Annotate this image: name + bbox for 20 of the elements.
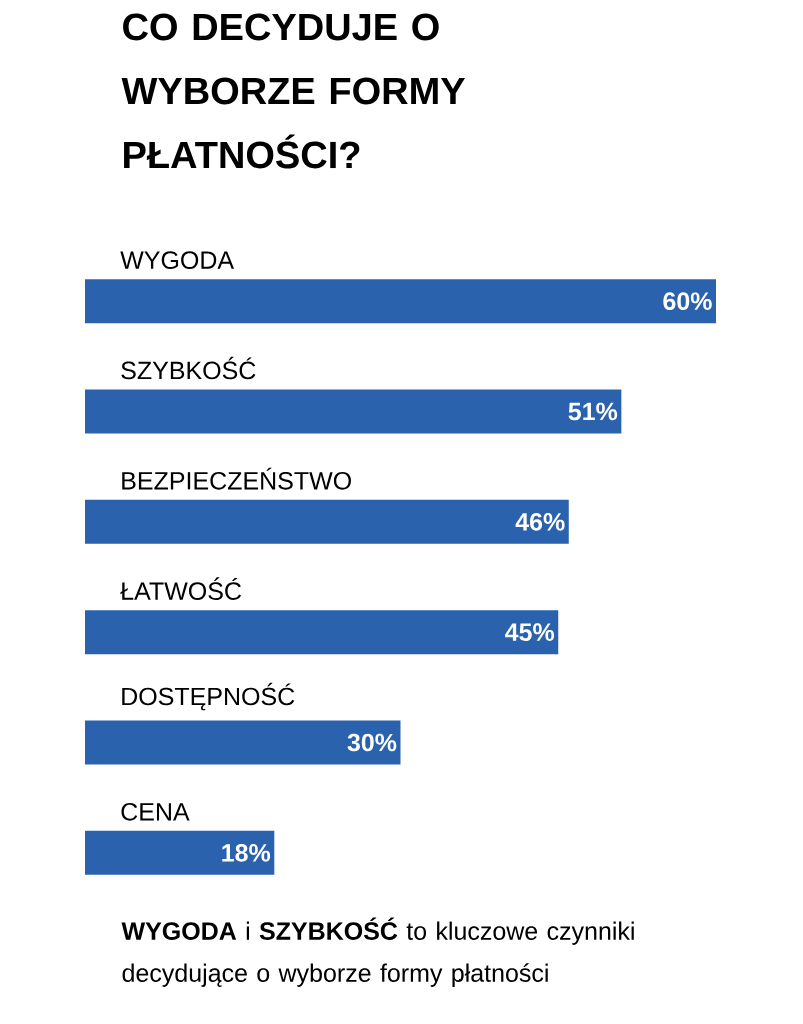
- y-tick-label: CENA: [121, 802, 190, 821]
- y-tick-label: BEZPIECZEŃSTWO: [122, 467, 351, 490]
- data-label: 60%: [663, 292, 712, 311]
- bar: [85, 830, 275, 875]
- data-label: 51%: [568, 402, 618, 421]
- y-tick-label: DOSTĘPNOŚĆ: [122, 682, 295, 711]
- y-tick-label: WYGODA: [120, 251, 235, 269]
- y-tick-label: ŁATWOŚĆ: [120, 577, 242, 600]
- data-label: 30%: [347, 733, 397, 752]
- data-label: 18%: [222, 843, 271, 862]
- bar: [85, 499, 569, 544]
- bar: [85, 389, 622, 434]
- bar: [85, 720, 401, 765]
- text: WYGODA i SZYBKOŚĆ to kluczowe czynniki decydujące o wyborze formy płatności: [121, 917, 634, 987]
- y-tick-label: SZYBKOŚĆ: [121, 356, 256, 380]
- bar: [85, 610, 559, 655]
- bar: [85, 279, 717, 324]
- data-label: 46%: [515, 512, 565, 531]
- chart-title: CO DECYDUJE O WYBORZE FORMY PŁATNOŚCI?: [121, 13, 466, 169]
- data-label: 45%: [505, 623, 555, 641]
